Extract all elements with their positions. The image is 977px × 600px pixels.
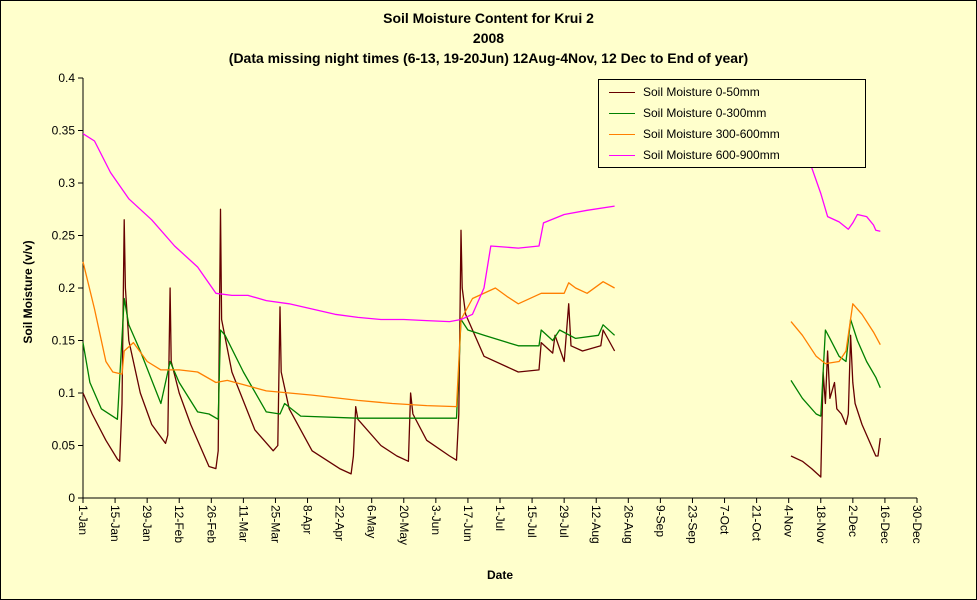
x-tick-label: 29-Jan — [140, 505, 154, 542]
legend-item: Soil Moisture 300-600mm — [609, 125, 780, 143]
x-tick-label: 9-Sep — [653, 505, 667, 537]
series-line-5 — [790, 334, 881, 478]
y-tick-label: 0.15 — [52, 334, 76, 348]
x-tick-label: 20-May — [397, 505, 411, 545]
series-line-2 — [82, 297, 616, 420]
x-tick-label: 17-Jun — [461, 505, 475, 542]
x-tick-label: 16-Dec — [878, 505, 892, 544]
series-line-4 — [82, 133, 615, 323]
x-tick-label: 21-Oct — [750, 505, 764, 542]
x-tick-label: 11-Mar — [236, 505, 250, 542]
legend-swatch — [609, 112, 635, 114]
legend-swatch — [609, 91, 635, 93]
y-tick-label: 0.2 — [58, 281, 75, 295]
legend-swatch — [609, 154, 635, 156]
y-tick-label: 0.05 — [52, 439, 76, 453]
chart-title: Soil Moisture Content for Krui 2 — [383, 10, 594, 26]
chart-titles: Soil Moisture Content for Krui 2 2008 (D… — [0, 8, 977, 68]
y-tick-label: 0.25 — [52, 229, 76, 243]
x-tick-label: 29-Jul — [557, 505, 571, 538]
legend-item: Soil Moisture 0-300mm — [609, 104, 766, 122]
x-tick-label: 8-Apr — [301, 505, 315, 534]
x-tick-label: 15-Jul — [525, 505, 539, 538]
x-tick-label: 26-Feb — [204, 505, 218, 543]
x-tick-label: 3-Jun — [429, 505, 443, 535]
chart-subtitle-year: 2008 — [472, 30, 505, 46]
legend-item: Soil Moisture 0-50mm — [609, 83, 760, 101]
y-axis-label: Soil Moisture (v/v) — [21, 240, 35, 344]
x-tick-label: 2-Dec — [846, 505, 860, 537]
x-tick-label: 1-Jan — [76, 505, 90, 535]
legend-label: Soil Moisture 0-50mm — [643, 85, 760, 99]
x-tick-label: 18-Nov — [814, 505, 828, 544]
x-tick-label: 7-Oct — [718, 505, 732, 535]
y-tick-label: 0 — [68, 491, 75, 505]
series-line-8 — [810, 167, 881, 232]
series-line-6 — [790, 318, 881, 417]
legend-item: Soil Moisture 600-900mm — [609, 146, 780, 164]
x-tick-label: 1-Jul — [493, 505, 507, 531]
legend-swatch — [609, 133, 635, 135]
x-tick-label: 26-Aug — [621, 505, 635, 544]
y-tick-label: 0.4 — [58, 71, 75, 85]
x-tick-label: 22-Apr — [333, 505, 347, 541]
legend: Soil Moisture 0-50mm Soil Moisture 0-300m… — [598, 79, 866, 168]
legend-label: Soil Moisture 0-300mm — [643, 106, 767, 120]
x-tick-label: 12-Aug — [589, 505, 603, 544]
legend-label: Soil Moisture 300-600mm — [643, 127, 780, 141]
x-tick-label: 4-Nov — [782, 505, 796, 537]
series-line-7 — [790, 303, 881, 365]
x-tick-label: 23-Sep — [685, 505, 699, 544]
legend-label: Soil Moisture 600-900mm — [643, 148, 780, 162]
x-tick-label: 30-Dec — [910, 505, 924, 544]
x-tick-label: 6-May — [365, 505, 379, 538]
x-tick-label: 25-Mar — [268, 505, 282, 543]
x-tick-label: 15-Jan — [108, 505, 122, 542]
series-line-3 — [82, 261, 615, 408]
x-axis-label: Date — [486, 568, 514, 582]
y-tick-label: 0.3 — [58, 176, 75, 190]
y-tick-label: 0.35 — [52, 124, 76, 138]
chart-subtitle-note: (Data missing night times (6-13, 19-20Ju… — [228, 50, 749, 66]
y-tick-label: 0.1 — [58, 386, 75, 400]
series-line-1 — [82, 208, 616, 475]
x-tick-label: 12-Feb — [172, 505, 186, 543]
